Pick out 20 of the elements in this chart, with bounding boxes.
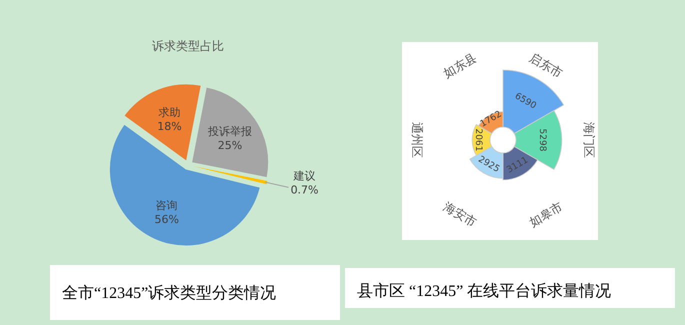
data-label: 56% [154, 212, 179, 226]
slice-label: 建议 [292, 169, 316, 182]
category-label: 海门区 [582, 122, 596, 158]
slice-label: 求助 [158, 106, 180, 119]
data-label: 5298 [536, 128, 547, 152]
category-label: 海安市 [440, 199, 480, 230]
slice-label: 投诉举报 [207, 124, 252, 138]
text: 全市“12345”诉求类型分类情况 [62, 284, 276, 302]
category-label: 如东县 [440, 50, 480, 81]
text: 县市区 “12345” 在线平台诉求量情况 [357, 282, 612, 300]
data-label: 25% [218, 138, 242, 152]
slice-label: 咨询 [156, 198, 178, 212]
category-label: 通州区 [410, 122, 424, 158]
data-label: 0.7% [290, 183, 319, 196]
category-label: 启东市 [526, 50, 566, 81]
category-label: 如皋市 [526, 199, 566, 230]
chart-title: 诉求类型占比 [152, 39, 224, 53]
data-label: 2061 [473, 128, 484, 152]
data-label: 18% [157, 120, 182, 133]
data-label: 6590 [512, 91, 538, 112]
